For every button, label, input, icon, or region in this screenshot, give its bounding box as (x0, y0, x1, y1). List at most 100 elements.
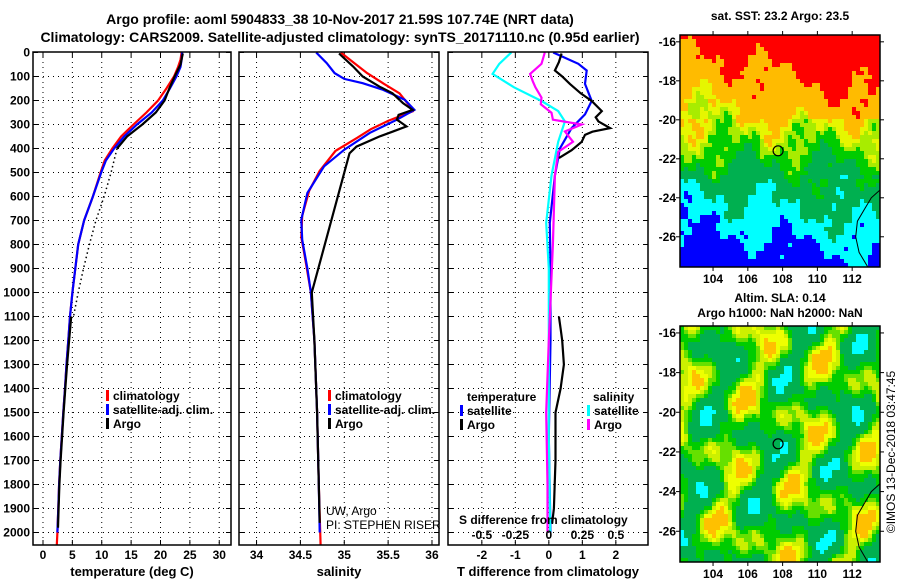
sst-cell (744, 159, 748, 163)
sst-cell (752, 227, 756, 231)
sst-cell (760, 179, 764, 183)
sst-cell (720, 55, 724, 59)
s-tick-label: 0 (545, 528, 552, 542)
legend-label: satellite (594, 404, 639, 418)
map-frame (679, 34, 881, 268)
sst-cell (800, 243, 804, 247)
sst-cell (704, 235, 708, 239)
sst-cell (720, 187, 724, 191)
sst-cell (744, 43, 748, 47)
sst-cell (748, 167, 752, 171)
sst-cell (860, 151, 864, 155)
sst-cell (744, 135, 748, 139)
sla-cell (776, 338, 780, 342)
sst-cell (708, 247, 712, 251)
sst-cell (736, 219, 740, 223)
sla-cell (740, 358, 744, 362)
sla-cell (752, 518, 756, 522)
sst-cell (828, 219, 832, 223)
sst-cell (828, 95, 832, 99)
sst-cell (732, 227, 736, 231)
sst-cell (776, 251, 780, 255)
sla-cell (688, 462, 692, 466)
sla-cell (744, 422, 748, 426)
sla-cell (744, 454, 748, 458)
sst-cell (788, 255, 792, 259)
sla-cell (688, 454, 692, 458)
sst-cell (736, 99, 740, 103)
sst-cell (720, 103, 724, 107)
sla-cell (716, 494, 720, 498)
sla-cell (760, 542, 764, 546)
sst-cell (692, 35, 696, 39)
sla-cell (708, 462, 712, 466)
sla-cell (712, 402, 716, 406)
sla-cell (760, 350, 764, 354)
sst-cell (712, 143, 716, 147)
sst-cell (840, 223, 844, 227)
sst-cell (712, 135, 716, 139)
x-tick-label: 34 (250, 548, 264, 562)
sla-cell (724, 506, 728, 510)
sst-cell (772, 259, 776, 263)
sla-cell (736, 326, 740, 330)
sst-cell (736, 123, 740, 127)
sst-cell (848, 243, 852, 247)
sst-cell (816, 83, 820, 87)
sst-cell (852, 215, 856, 219)
sst-cell (712, 155, 716, 159)
sla-cell (688, 482, 692, 486)
sla-cell (772, 502, 776, 506)
sst-cell (860, 263, 864, 267)
sst-cell (860, 163, 864, 167)
sst-cell (832, 39, 836, 43)
sst-cell (872, 163, 876, 167)
sst-cell (832, 183, 836, 187)
sst-cell (728, 183, 732, 187)
sst-cell (808, 71, 812, 75)
sst-cell (812, 35, 816, 39)
sst-cell (844, 235, 848, 239)
sla-cell (716, 510, 720, 514)
sla-cell (720, 538, 724, 542)
sst-cell (864, 95, 868, 99)
sla-cell (680, 490, 684, 494)
sla-cell (680, 470, 684, 474)
sst-cell (712, 99, 716, 103)
sst-cell (856, 143, 860, 147)
sla-cell (692, 346, 696, 350)
sla-cell (696, 430, 700, 434)
sla-cell (736, 542, 740, 546)
sst-cell (780, 219, 784, 223)
sst-cell (800, 199, 804, 203)
sla-cell (788, 378, 792, 382)
sst-cell (744, 47, 748, 51)
sst-cell (784, 111, 788, 115)
sst-cell (872, 55, 876, 59)
sst-cell (828, 143, 832, 147)
sst-cell (680, 179, 684, 183)
sst-cell (760, 239, 764, 243)
sst-cell (760, 111, 764, 115)
sst-cell (740, 187, 744, 191)
sla-cell (776, 502, 780, 506)
sla-cell (704, 390, 708, 394)
sst-cell (688, 51, 692, 55)
sst-cell (688, 71, 692, 75)
sst-cell (864, 251, 868, 255)
sst-cell (780, 255, 784, 259)
sst-cell (796, 99, 800, 103)
sla-cell (728, 542, 732, 546)
sla-cell (720, 370, 724, 374)
sla-cell (784, 466, 788, 470)
sla-cell (720, 490, 724, 494)
sst-cell (800, 227, 804, 231)
sst-cell (868, 239, 872, 243)
sst-cell (796, 51, 800, 55)
sst-cell (752, 235, 756, 239)
sst-cell (808, 103, 812, 107)
sst-cell (700, 83, 704, 87)
sst-cell (832, 211, 836, 215)
sst-cell (768, 131, 772, 135)
sst-cell (816, 243, 820, 247)
